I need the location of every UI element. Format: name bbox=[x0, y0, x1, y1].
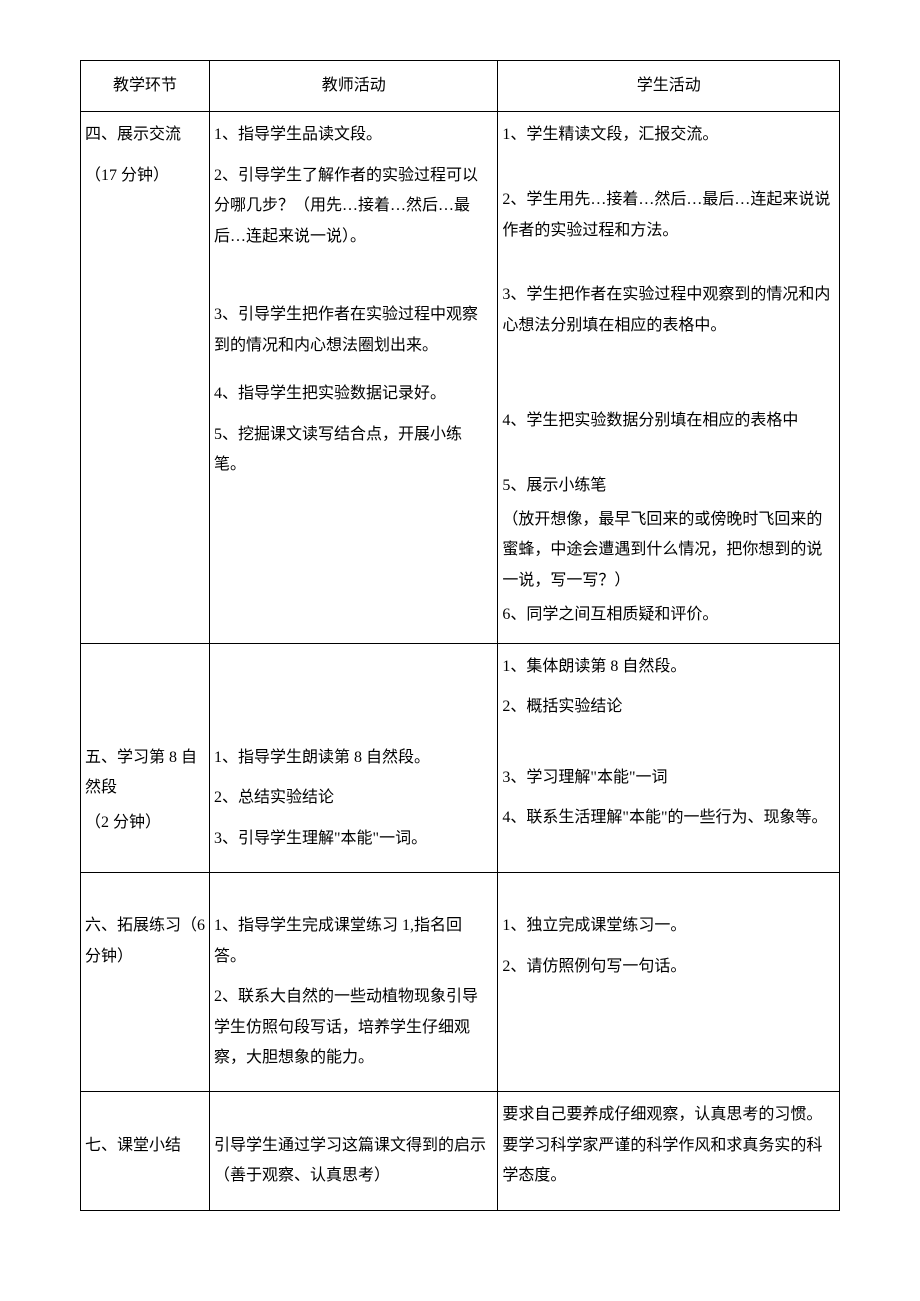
teacher-item: 4、指导学生把实验数据记录好。 bbox=[214, 379, 493, 409]
teacher-item: 2、总结实验结论 bbox=[214, 783, 493, 813]
stage-cell: 七、课堂小结 bbox=[81, 1092, 210, 1210]
table-row: 四、展示交流 （17 分钟） 1、指导学生品读文段。 2、引导学生了解作者的实验… bbox=[81, 112, 840, 643]
header-teacher: 教师活动 bbox=[210, 61, 498, 112]
student-item: 1、集体朗读第 8 自然段。 bbox=[502, 652, 835, 682]
teacher-cell: 1、指导学生朗读第 8 自然段。 2、总结实验结论 3、引导学生理解"本能"一词… bbox=[210, 643, 498, 872]
stage-time: （17 分钟） bbox=[85, 161, 205, 191]
teacher-item: 3、引导学生把作者在实验过程中观察到的情况和内心想法圈划出来。 bbox=[214, 300, 493, 361]
teacher-cell: 1、指导学生完成课堂练习 1,指名回答。 2、联系大自然的一些动植物现象引导学生… bbox=[210, 872, 498, 1091]
student-cell: 1、集体朗读第 8 自然段。 2、概括实验结论 3、学习理解"本能"一词 4、联… bbox=[498, 643, 840, 872]
student-item: 5、展示小练笔 bbox=[502, 471, 835, 501]
student-item: 2、学生用先…接着…然后…最后…连起来说说作者的实验过程和方法。 bbox=[502, 185, 835, 246]
student-item: 4、联系生活理解"本能"的一些行为、现象等。 bbox=[502, 803, 835, 833]
student-item: 6、同学之间互相质疑和评价。 bbox=[502, 600, 835, 630]
student-item: 3、学习理解"本能"一词 bbox=[502, 763, 835, 793]
teacher-cell: 1、指导学生品读文段。 2、引导学生了解作者的实验过程可以分哪几步？（用先…接着… bbox=[210, 112, 498, 643]
stage-title: 四、展示交流 bbox=[85, 120, 205, 150]
teacher-item: 2、联系大自然的一些动植物现象引导学生仿照句段写话，培养学生仔细观察，大胆想象的… bbox=[214, 982, 493, 1073]
teacher-cell: 引导学生通过学习这篇课文得到的启示（善于观察、认真思考） bbox=[210, 1092, 498, 1210]
student-cell: 要求自己要养成仔细观察，认真思考的习惯。要学习科学家严谨的科学作风和求真务实的科… bbox=[498, 1092, 840, 1210]
student-item: （放开想像，最早飞回来的或傍晚时飞回来的蜜蜂，中途会遭遇到什么情况，把你想到的说… bbox=[502, 505, 835, 596]
header-stage: 教学环节 bbox=[81, 61, 210, 112]
teacher-item: 3、引导学生理解"本能"一词。 bbox=[214, 824, 493, 854]
student-item: 2、请仿照例句写一句话。 bbox=[502, 952, 835, 982]
stage-title: 五、学习第 8 自然段 bbox=[85, 743, 205, 804]
table-row: 六、拓展练习（6 分钟） 1、指导学生完成课堂练习 1,指名回答。 2、联系大自… bbox=[81, 872, 840, 1091]
student-item: 1、学生精读文段，汇报交流。 bbox=[502, 120, 835, 150]
teacher-item: 1、指导学生品读文段。 bbox=[214, 120, 493, 150]
student-item: 1、独立完成课堂练习一。 bbox=[502, 911, 835, 941]
header-student: 学生活动 bbox=[498, 61, 840, 112]
stage-cell: 四、展示交流 （17 分钟） bbox=[81, 112, 210, 643]
stage-title: 六、拓展练习（6 分钟） bbox=[85, 911, 205, 972]
teacher-item: 5、挖掘课文读写结合点，开展小练笔。 bbox=[214, 420, 493, 481]
stage-cell: 六、拓展练习（6 分钟） bbox=[81, 872, 210, 1091]
stage-cell: 五、学习第 8 自然段 （2 分钟） bbox=[81, 643, 210, 872]
student-item: 要求自己要养成仔细观察，认真思考的习惯。要学习科学家严谨的科学作风和求真务实的科… bbox=[502, 1100, 835, 1191]
teacher-item: 2、引导学生了解作者的实验过程可以分哪几步？（用先…接着…然后…最后…连起来说一… bbox=[214, 161, 493, 252]
student-item: 4、学生把实验数据分别填在相应的表格中 bbox=[502, 406, 835, 436]
stage-time: （2 分钟） bbox=[85, 808, 205, 838]
lesson-plan-table: 教学环节 教师活动 学生活动 四、展示交流 （17 分钟） 1、指导学生品读文段… bbox=[80, 60, 840, 1211]
table-row: 七、课堂小结 引导学生通过学习这篇课文得到的启示（善于观察、认真思考） 要求自己… bbox=[81, 1092, 840, 1210]
table-header-row: 教学环节 教师活动 学生活动 bbox=[81, 61, 840, 112]
teacher-item: 1、指导学生完成课堂练习 1,指名回答。 bbox=[214, 911, 493, 972]
stage-title: 七、课堂小结 bbox=[85, 1131, 205, 1161]
student-cell: 1、学生精读文段，汇报交流。 2、学生用先…接着…然后…最后…连起来说说作者的实… bbox=[498, 112, 840, 643]
student-item: 3、学生把作者在实验过程中观察到的情况和内心想法分别填在相应的表格中。 bbox=[502, 280, 835, 341]
student-item: 2、概括实验结论 bbox=[502, 692, 835, 722]
teacher-item: 1、指导学生朗读第 8 自然段。 bbox=[214, 743, 493, 773]
teacher-item: 引导学生通过学习这篇课文得到的启示（善于观察、认真思考） bbox=[214, 1131, 493, 1192]
table-row: 五、学习第 8 自然段 （2 分钟） 1、指导学生朗读第 8 自然段。 2、总结… bbox=[81, 643, 840, 872]
student-cell: 1、独立完成课堂练习一。 2、请仿照例句写一句话。 bbox=[498, 872, 840, 1091]
